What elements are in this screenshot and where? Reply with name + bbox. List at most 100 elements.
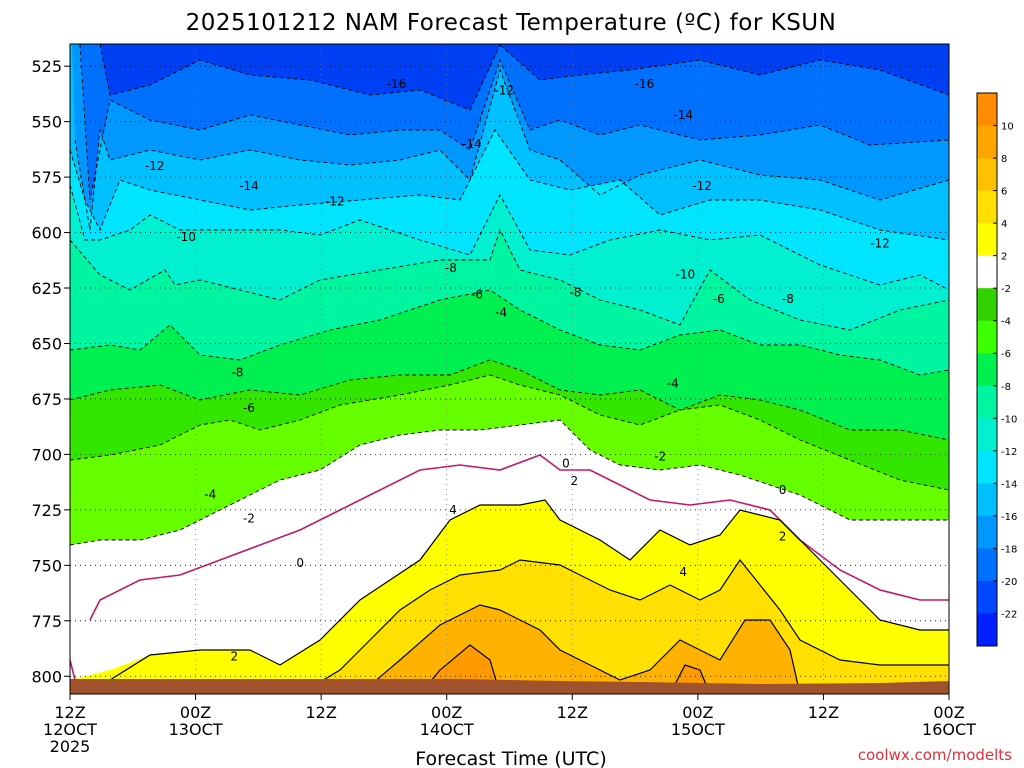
colorbar-swatch: [977, 548, 997, 582]
colorbar-swatch: [977, 288, 997, 322]
grid-lines: [70, 44, 949, 694]
colorbar-swatch: [977, 450, 997, 484]
colorbar-swatch: [977, 190, 997, 224]
y-tick-label: 775: [31, 612, 62, 631]
y-tick-label: 600: [31, 224, 62, 243]
isotherm-solid: [109, 499, 949, 681]
y-tick-label: 700: [31, 445, 62, 464]
x-tick-label: 2025: [50, 737, 91, 756]
isotherm-solid: [299, 558, 949, 694]
colorbar-label: -18: [1001, 544, 1017, 555]
isotherm-dashed: [70, 228, 949, 331]
y-tick-label: 750: [31, 556, 62, 575]
colorbar-label: -2: [1001, 284, 1011, 295]
contour-label: -12: [692, 179, 712, 193]
temperature-fill-layers: [70, 44, 949, 694]
colorbar-label: -20: [1001, 577, 1017, 588]
isotherm-dashed: [74, 68, 949, 231]
contour-label: -8: [231, 365, 243, 379]
contour-label: -12: [870, 237, 890, 251]
contour-label: -10: [675, 268, 695, 282]
contour-labels: -16 -12 -16 -14 -14 -12 -14 -12 -12 -10 -12 -8 -10 -6…: [145, 77, 890, 663]
contour-label: 0: [562, 456, 570, 470]
contour-label: -6: [243, 401, 255, 415]
contour-label: 2: [571, 474, 579, 488]
contour-label: 2: [779, 529, 787, 543]
y-tick-label: 800: [31, 667, 62, 686]
isotherm-dashed: [70, 374, 949, 491]
contour-label: -16: [635, 77, 655, 91]
contour-label: -2: [654, 450, 666, 464]
contour-label: -6: [471, 288, 483, 302]
colorbar-swatch: [977, 483, 997, 517]
colorbar-label: -4: [1001, 317, 1011, 328]
colorbar-label: 8: [1001, 154, 1007, 165]
colorbar-swatch: [977, 223, 997, 257]
isotherm-solid: [359, 604, 801, 694]
contour-label: -4: [667, 376, 679, 390]
y-tick-label: 625: [31, 279, 62, 298]
contour-label: -14: [239, 179, 259, 193]
isotherm-solid: [669, 664, 711, 694]
colorbar-swatch: [977, 515, 997, 549]
isotherm-dashed: [99, 44, 501, 111]
colorbar-swatch: [977, 93, 997, 127]
colorbar-frame: [976, 92, 998, 647]
colorbar-swatch: [977, 418, 997, 452]
y-tick-label: 550: [31, 113, 62, 132]
credit-link[interactable]: coolwx.com/modelts: [858, 746, 1012, 764]
chart-title: 2025101212 NAM Forecast Temperature (ºC)…: [186, 10, 837, 36]
colorbar-swatch: [977, 385, 997, 419]
colorbar-label: -10: [1001, 414, 1017, 425]
isotherm-solid: [419, 644, 501, 694]
colorbar-swatch: [977, 158, 997, 192]
temperature-contour-lines: [70, 44, 949, 694]
isotherm-dashed: [79, 44, 949, 201]
x-tick-label: 12Z: [305, 703, 336, 722]
colorbar-legend: 10 8 6 4 2 -2 -4 -6 -8 -10 -12 -14 -16 -18 -20 -22: [976, 92, 1017, 647]
contour-label: 4: [449, 503, 457, 517]
isotherm-dashed: [70, 184, 949, 291]
contour-label: -12: [494, 84, 514, 98]
contour-label: -8: [445, 261, 457, 275]
colorbar-label: -22: [1001, 609, 1017, 620]
colorbar-swatch: [977, 255, 997, 289]
contour-label: -10: [176, 230, 196, 244]
contour-label: 4: [679, 565, 687, 579]
y-tick-label: 525: [31, 57, 62, 76]
colorbar-label: 6: [1001, 187, 1007, 198]
contour-label: -6: [713, 292, 725, 306]
x-tick-label: 00Z: [180, 703, 211, 722]
x-tick-label: 14OCT: [420, 720, 474, 739]
contour-label: -16: [387, 77, 407, 91]
colorbar-label: -16: [1001, 512, 1017, 523]
x-tick-label: 00Z: [431, 703, 462, 722]
contour-label: -2: [243, 512, 255, 526]
colorbar-label: 4: [1001, 219, 1007, 230]
terrain-ground: [70, 679, 949, 694]
y-tick-label: 675: [31, 390, 62, 409]
contour-label: -12: [145, 159, 165, 173]
isotherm-dashed: [70, 359, 949, 441]
contour-label: 2: [230, 649, 238, 663]
colorbar-label: -6: [1001, 349, 1011, 360]
colorbar-swatch: [977, 353, 997, 387]
x-tick-label: 13OCT: [169, 720, 223, 739]
colorbar-label: 10: [1001, 122, 1014, 133]
colorbar-swatch: [977, 125, 997, 159]
y-axis: 525 550 575 600 625 650 675 700 725 750 775 800: [31, 57, 70, 686]
y-tick-label: 650: [31, 334, 62, 353]
x-tick-label: 12Z: [54, 703, 85, 722]
x-tick-label: 00Z: [933, 703, 964, 722]
isotherm-dashed: [70, 419, 949, 546]
contour-label: -8: [782, 292, 794, 306]
contour-label: -4: [204, 487, 216, 501]
x-tick-label: 16OCT: [922, 720, 976, 739]
y-tick-label: 725: [31, 501, 62, 520]
plot-frame: [69, 43, 950, 695]
x-tick-label: 12Z: [808, 703, 839, 722]
colorbar-swatch: [977, 580, 997, 614]
colorbar-label: -14: [1001, 479, 1017, 490]
contour-label: -14: [462, 137, 482, 151]
